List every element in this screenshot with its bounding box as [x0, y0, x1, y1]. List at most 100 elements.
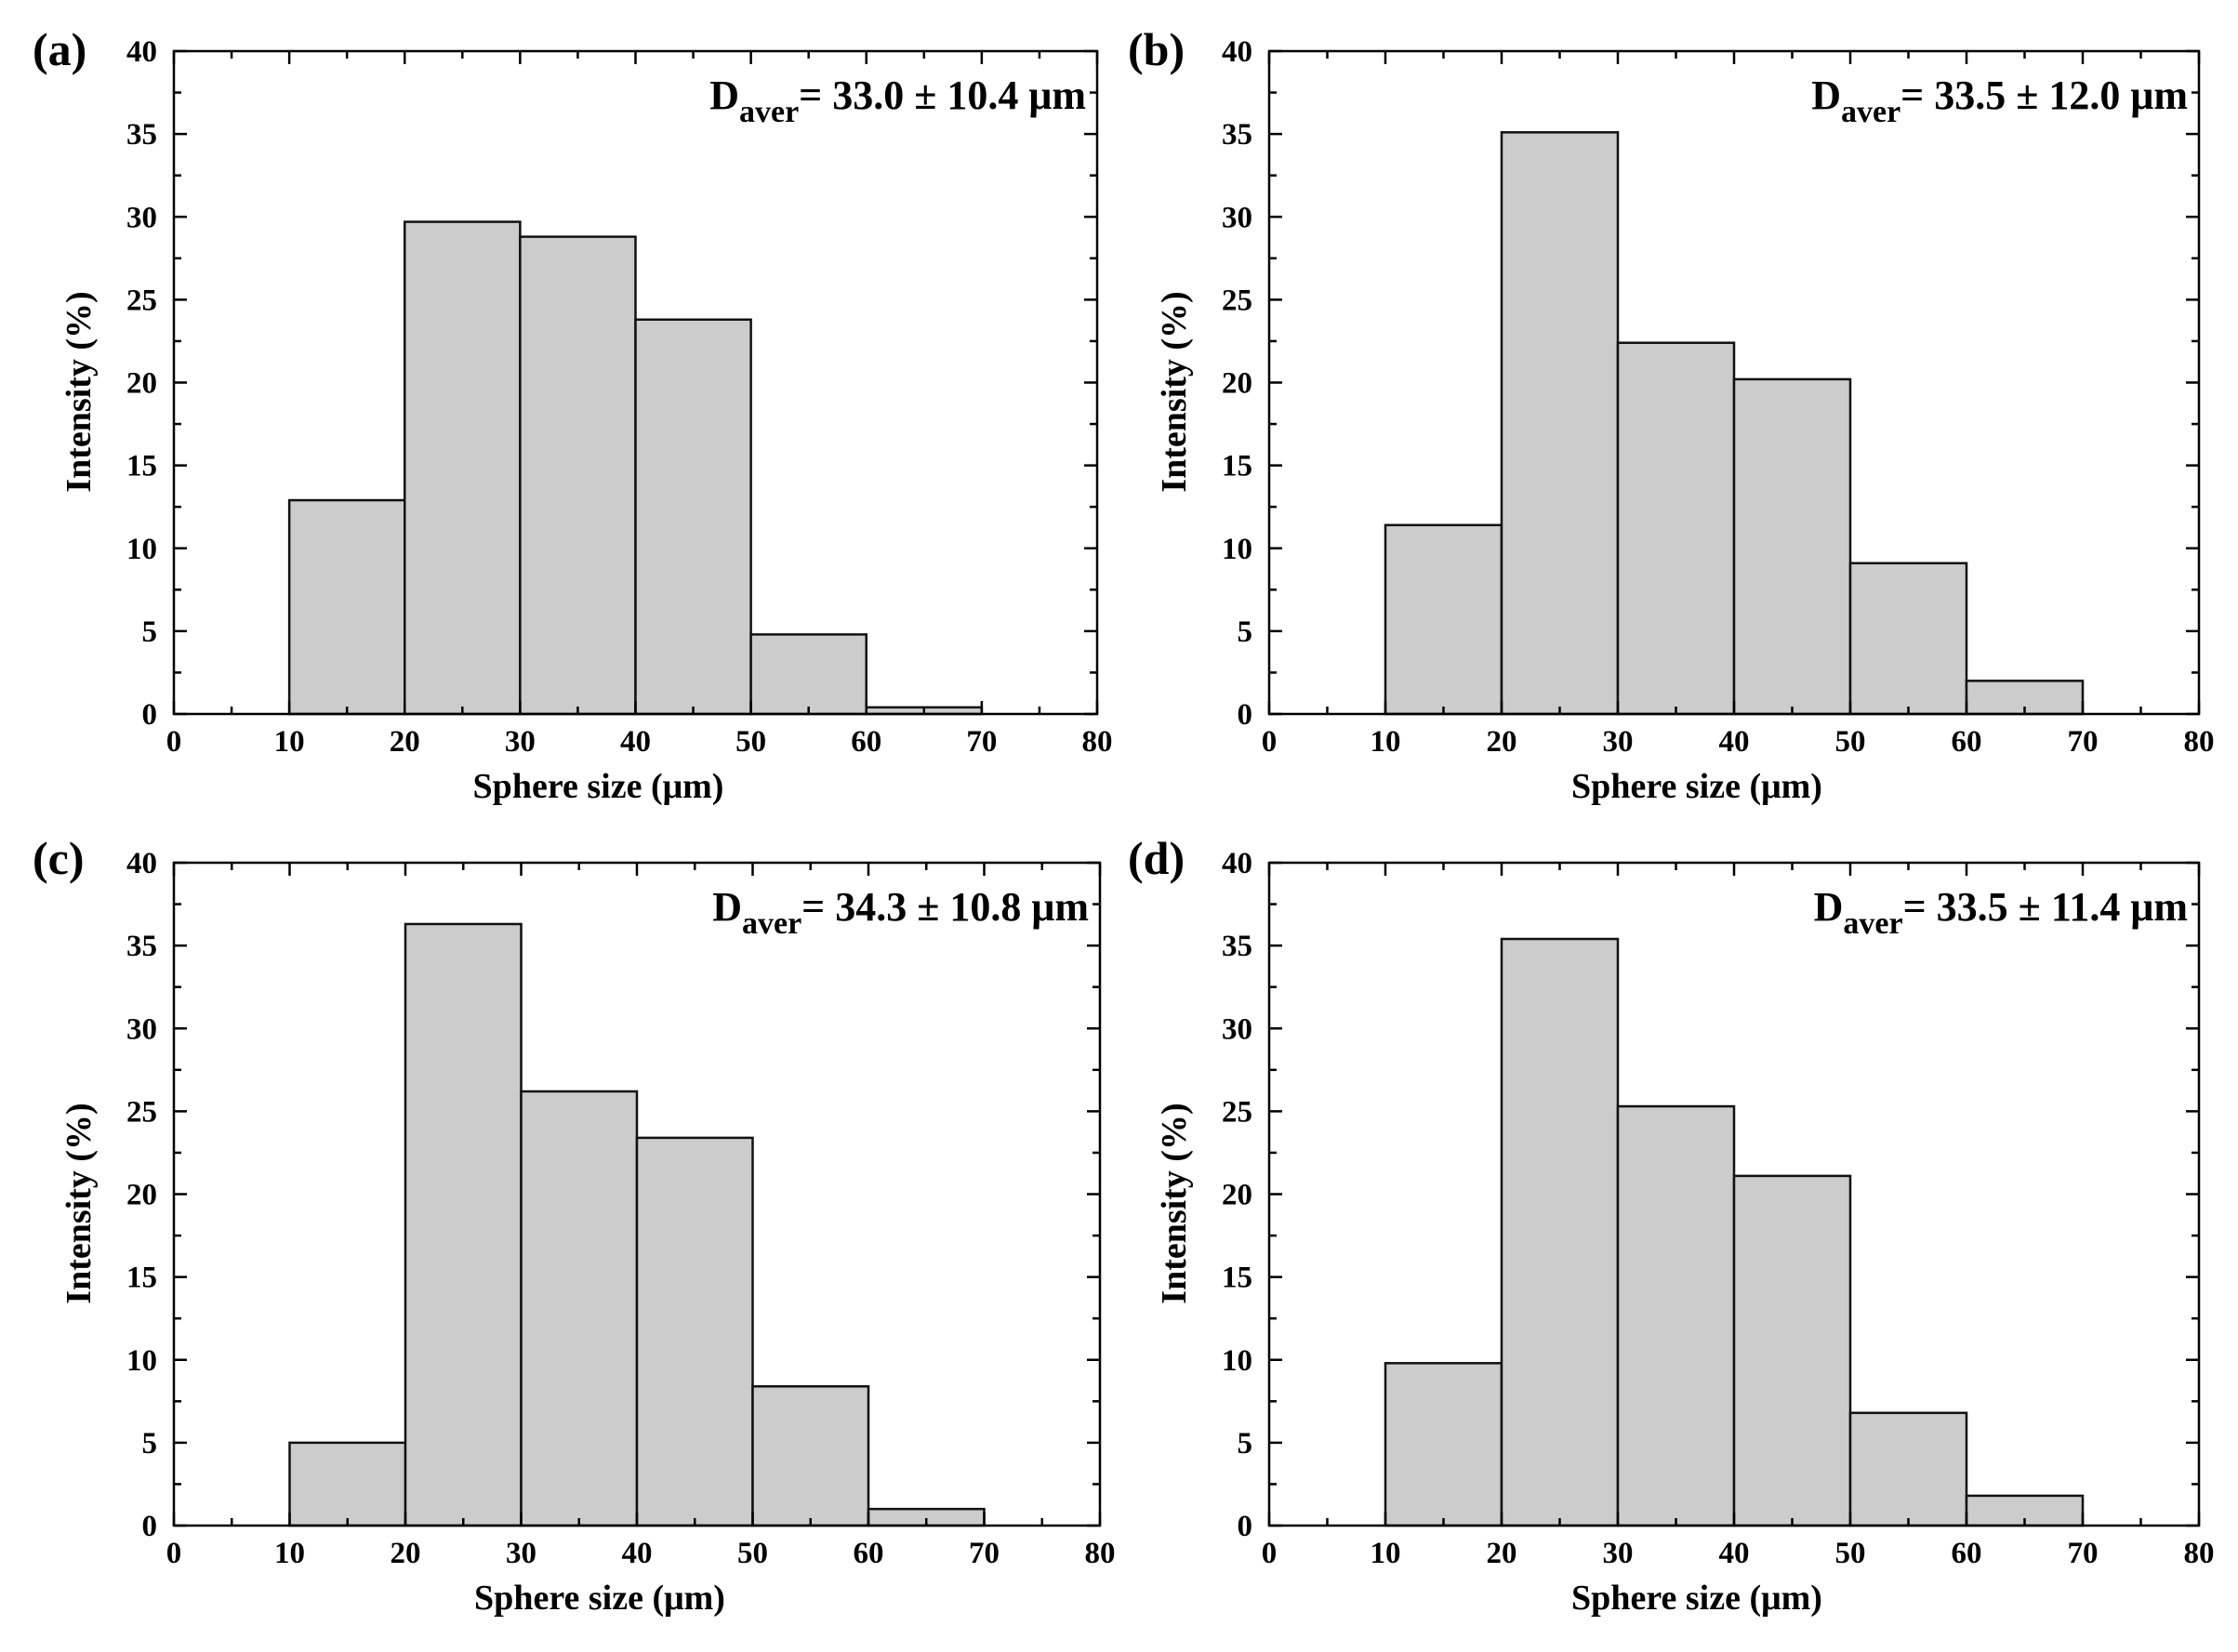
annotation-symbol: D [712, 884, 742, 930]
histogram-bar [288, 1441, 407, 1527]
panel-label: (c) [33, 832, 85, 884]
y-tick-label: 35 [1222, 118, 1252, 152]
x-tick-label: 30 [505, 725, 536, 759]
x-tick-label: 80 [1085, 1537, 1116, 1570]
histogram-bar [1384, 523, 1503, 716]
annotation-subscript: aver [1843, 906, 1902, 941]
y-tick-label: 5 [1238, 1427, 1253, 1460]
x-tick-label: 20 [1487, 725, 1517, 759]
histogram-bar [287, 498, 406, 716]
x-tick-label: 20 [390, 725, 420, 759]
annotation-symbol: D [1811, 73, 1841, 118]
y-tick-label: 5 [142, 615, 158, 649]
y-tick-label: 40 [1222, 847, 1252, 880]
y-tick-label: 25 [126, 284, 157, 317]
x-tick-label: 10 [274, 725, 305, 759]
y-tick-label: 30 [126, 1012, 157, 1046]
chart-panel-c: (c) 0 10 20 30 40 50 60 70 80 0 5 10 15 20 25 30 35 40 Sphe… [33, 832, 1116, 1618]
histogram-bar [519, 235, 637, 716]
chart-panel-a: (a) 0 10 20 30 40 50 60 70 80 0 5 10 15 20 25 30 35 40 Sphe… [33, 23, 1113, 806]
y-tick-label: 30 [1222, 201, 1252, 234]
histogram-bar [1848, 562, 1968, 716]
x-tick-label: 70 [969, 1537, 1000, 1570]
x-tick-label: 50 [1835, 1537, 1866, 1570]
x-tick-label: 10 [1371, 1537, 1401, 1570]
histogram-bar [749, 633, 867, 716]
x-tick-label: 0 [166, 1537, 182, 1570]
histogram-bar [1616, 341, 1736, 716]
y-tick-label: 20 [1222, 367, 1252, 401]
x-tick-label: 70 [2068, 725, 2099, 759]
y-tick-label: 15 [126, 1262, 157, 1295]
y-tick-label: 0 [1238, 698, 1253, 732]
y-tick-label: 15 [1222, 450, 1252, 483]
annotation-subscript: aver [1841, 95, 1900, 129]
x-tick-label: 60 [854, 1537, 884, 1570]
y-tick-label: 35 [126, 930, 157, 963]
panel-label: (a) [33, 23, 86, 75]
y-tick-label: 20 [1222, 1179, 1252, 1212]
x-tick-label: 20 [1487, 1537, 1517, 1570]
histogram-bar [520, 1090, 639, 1527]
histogram-bar [751, 1385, 870, 1527]
x-tick-label: 50 [1835, 725, 1866, 759]
x-tick-label: 60 [1952, 1537, 1982, 1570]
annotation-value: = 33.5 ± 11.4 μm [1903, 884, 2188, 930]
x-tick-label: 70 [966, 725, 997, 759]
y-tick-label: 10 [1222, 533, 1252, 566]
x-axis-title: Sphere size (μm) [1571, 767, 1822, 806]
annotation-value: = 33.5 ± 12.0 μm [1900, 73, 2188, 118]
x-axis-title: Sphere size (μm) [474, 1579, 725, 1618]
y-tick-label: 25 [1222, 1095, 1252, 1129]
annotation-symbol: D [1814, 884, 1844, 930]
x-tick-label: 60 [851, 725, 881, 759]
y-tick-label: 5 [1238, 615, 1253, 649]
x-tick-label: 20 [391, 1537, 421, 1570]
x-tick-label: 50 [737, 1537, 768, 1570]
annotation-subscript: aver [739, 95, 799, 129]
annotation-subscript: aver [742, 906, 801, 941]
average-diameter-annotation: Daver= 33.5 ± 12.0 μm [1811, 73, 2188, 129]
x-tick-label: 0 [1262, 725, 1278, 759]
y-tick-label: 40 [126, 847, 157, 880]
y-tick-label: 5 [142, 1427, 158, 1460]
annotation-value: = 33.0 ± 10.4 μm [799, 73, 1086, 118]
chart-panel-d: (d) 0 10 20 30 40 50 60 70 80 0 5 10 15 20 25 30 35 40 Sphe… [1128, 832, 2215, 1618]
x-tick-label: 40 [622, 1537, 653, 1570]
x-tick-label: 10 [274, 1537, 305, 1570]
x-tick-label: 40 [1719, 1537, 1750, 1570]
y-tick-label: 40 [1222, 35, 1252, 69]
y-tick-label: 10 [126, 533, 157, 566]
histogram-bar [1848, 1411, 1968, 1527]
y-axis-title: Intensity (%) [1155, 291, 1194, 492]
x-tick-label: 40 [620, 725, 651, 759]
histogram-bar [635, 1136, 754, 1527]
y-tick-label: 20 [126, 1179, 157, 1212]
y-tick-label: 25 [1222, 284, 1252, 317]
histogram-bar [1500, 131, 1620, 716]
average-diameter-annotation: Daver= 34.3 ± 10.8 μm [712, 884, 1089, 941]
x-tick-label: 0 [166, 725, 182, 759]
y-tick-label: 35 [1222, 930, 1252, 963]
x-axis-title: Sphere size (μm) [473, 767, 724, 806]
y-tick-label: 10 [1222, 1344, 1252, 1378]
x-tick-label: 30 [506, 1537, 536, 1570]
average-diameter-annotation: Daver= 33.5 ± 11.4 μm [1814, 884, 2188, 941]
panel-label: (d) [1128, 832, 1185, 884]
x-tick-label: 70 [2068, 1537, 2099, 1570]
y-tick-label: 25 [126, 1095, 157, 1129]
histogram-bar [1732, 1174, 1852, 1527]
x-tick-label: 30 [1603, 725, 1634, 759]
x-tick-label: 80 [1082, 725, 1113, 759]
y-tick-label: 15 [1222, 1262, 1252, 1295]
y-axis-title: Intensity (%) [1155, 1103, 1194, 1303]
y-tick-label: 30 [126, 201, 157, 234]
histogram-bar [1384, 1362, 1503, 1527]
histogram-bar [1500, 937, 1620, 1527]
histogram-bar [634, 318, 752, 716]
x-axis-title: Sphere size (μm) [1571, 1579, 1822, 1618]
y-axis-title: Intensity (%) [60, 1103, 99, 1303]
y-axis-title: Intensity (%) [60, 291, 99, 492]
x-tick-label: 30 [1603, 1537, 1634, 1570]
